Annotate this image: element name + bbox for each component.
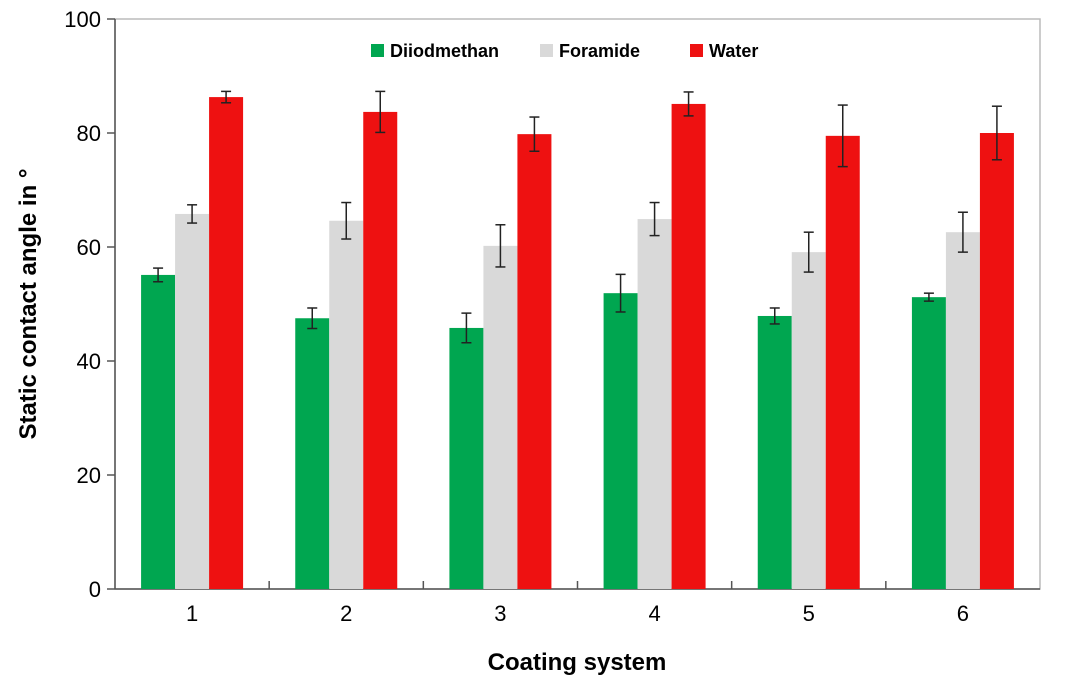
bar-water: [517, 134, 552, 589]
bar-water: [825, 135, 860, 589]
y-tick-label: 80: [77, 121, 101, 146]
bar-diiodmethan: [295, 318, 330, 589]
plot-frame: [114, 18, 1041, 590]
x-tick-label: 1: [186, 601, 198, 626]
bar-foramide: [483, 245, 518, 590]
bar-foramide: [637, 219, 672, 589]
y-tick-label: 100: [64, 7, 101, 32]
legend-label-foramide: Foramide: [559, 41, 640, 61]
bar-water: [671, 103, 706, 590]
bar-foramide: [791, 252, 826, 589]
bar-diiodmethan: [449, 327, 484, 589]
bar-diiodmethan: [141, 274, 176, 589]
bar-foramide: [329, 220, 364, 589]
x-tick-label: 5: [803, 601, 815, 626]
y-tick-label: 40: [77, 349, 101, 374]
y-tick-label: 60: [77, 235, 101, 260]
bar-water: [979, 133, 1014, 589]
legend-swatch-foramide: [540, 44, 553, 57]
x-tick-label: 2: [340, 601, 352, 626]
y-tick-label: 20: [77, 463, 101, 488]
x-tick-label: 6: [957, 601, 969, 626]
bar-foramide: [945, 232, 980, 589]
legend-label-diiodmethan: Diiodmethan: [390, 41, 499, 61]
legend-label-water: Water: [709, 41, 758, 61]
bar-water: [363, 111, 398, 589]
legend-swatch-diiodmethan: [371, 44, 384, 57]
legend-swatch-water: [690, 44, 703, 57]
x-tick-label: 3: [494, 601, 506, 626]
x-axis-label: Coating system: [488, 649, 667, 676]
bar-diiodmethan: [757, 315, 792, 589]
bar-foramide: [175, 213, 210, 589]
bar-water: [209, 97, 244, 589]
y-axis-label: Static contact angle in °: [15, 169, 42, 440]
x-tick-label: 4: [648, 601, 660, 626]
bar-diiodmethan: [603, 293, 638, 589]
y-tick-label: 0: [89, 577, 101, 602]
bar-diiodmethan: [911, 297, 946, 589]
